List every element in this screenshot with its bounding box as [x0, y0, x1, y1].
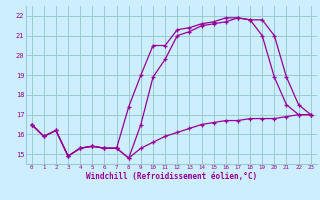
- X-axis label: Windchill (Refroidissement éolien,°C): Windchill (Refroidissement éolien,°C): [86, 172, 257, 181]
